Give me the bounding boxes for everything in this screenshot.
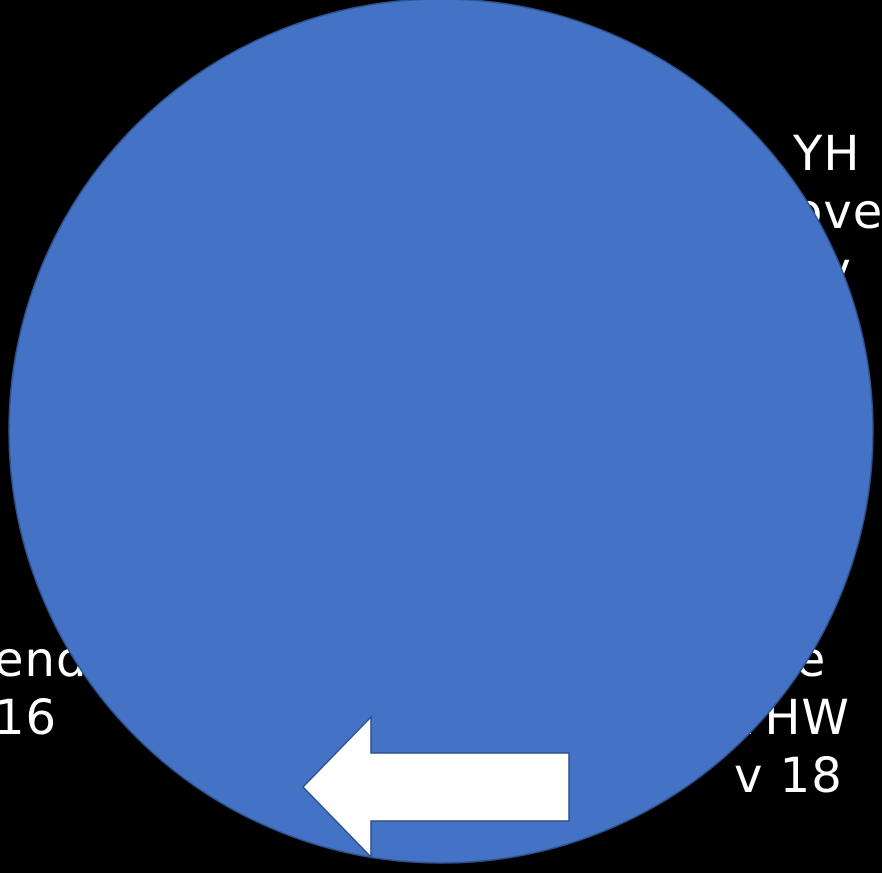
left-bottom-line-2: 16	[0, 690, 58, 746]
blue-circle-shape	[8, 0, 874, 864]
left-arrow-icon	[301, 715, 570, 859]
right-top-line-1: YH	[793, 126, 861, 182]
right-bottom-line-3: v 18	[734, 748, 843, 804]
